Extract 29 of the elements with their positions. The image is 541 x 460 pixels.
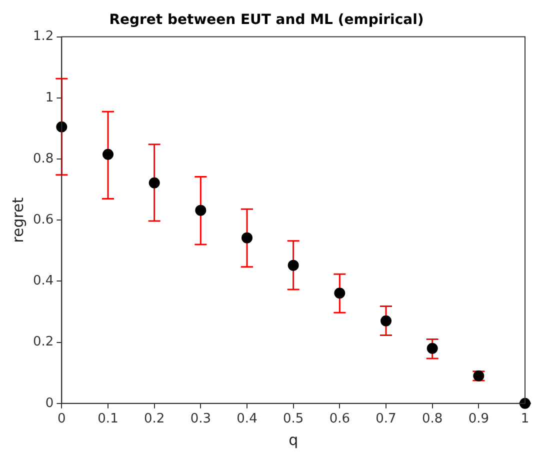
y-tick-label: 0 xyxy=(45,396,54,411)
y-tick-label: 0.6 xyxy=(32,212,54,228)
point xyxy=(242,232,253,244)
y-tick-label: 1.2 xyxy=(32,29,54,44)
x-tick-label: 1 xyxy=(520,412,530,427)
point xyxy=(520,398,530,409)
y-axis-title: regret xyxy=(8,197,27,243)
point xyxy=(148,177,160,188)
point xyxy=(102,148,114,160)
point xyxy=(334,288,346,299)
chart-title: Regret between EUT and ML (empirical) xyxy=(109,12,424,28)
x-tick-label: 0.5 xyxy=(282,412,304,427)
x-tick-label: 0.4 xyxy=(236,412,258,427)
point xyxy=(288,260,299,271)
y-tick-label: 1 xyxy=(45,90,54,106)
y-tick-label: 0.4 xyxy=(32,274,54,289)
x-tick-label: 0.8 xyxy=(422,412,443,427)
y-tick-label: 0.2 xyxy=(32,334,54,350)
x-tick-label: 0.1 xyxy=(98,412,118,427)
x-tick-label: 0.3 xyxy=(190,412,212,427)
x-tick-label: 0.7 xyxy=(376,412,396,427)
x-tick-label: 0.9 xyxy=(468,412,490,427)
x-tick-label: 0.6 xyxy=(329,412,350,427)
point xyxy=(195,204,206,216)
y-tick-label: 0.8 xyxy=(32,151,54,166)
x-axis-title: q xyxy=(288,430,298,449)
x-tick-label: 0 xyxy=(58,412,66,427)
x-tick-label: 0.2 xyxy=(144,412,165,427)
point xyxy=(380,315,392,326)
